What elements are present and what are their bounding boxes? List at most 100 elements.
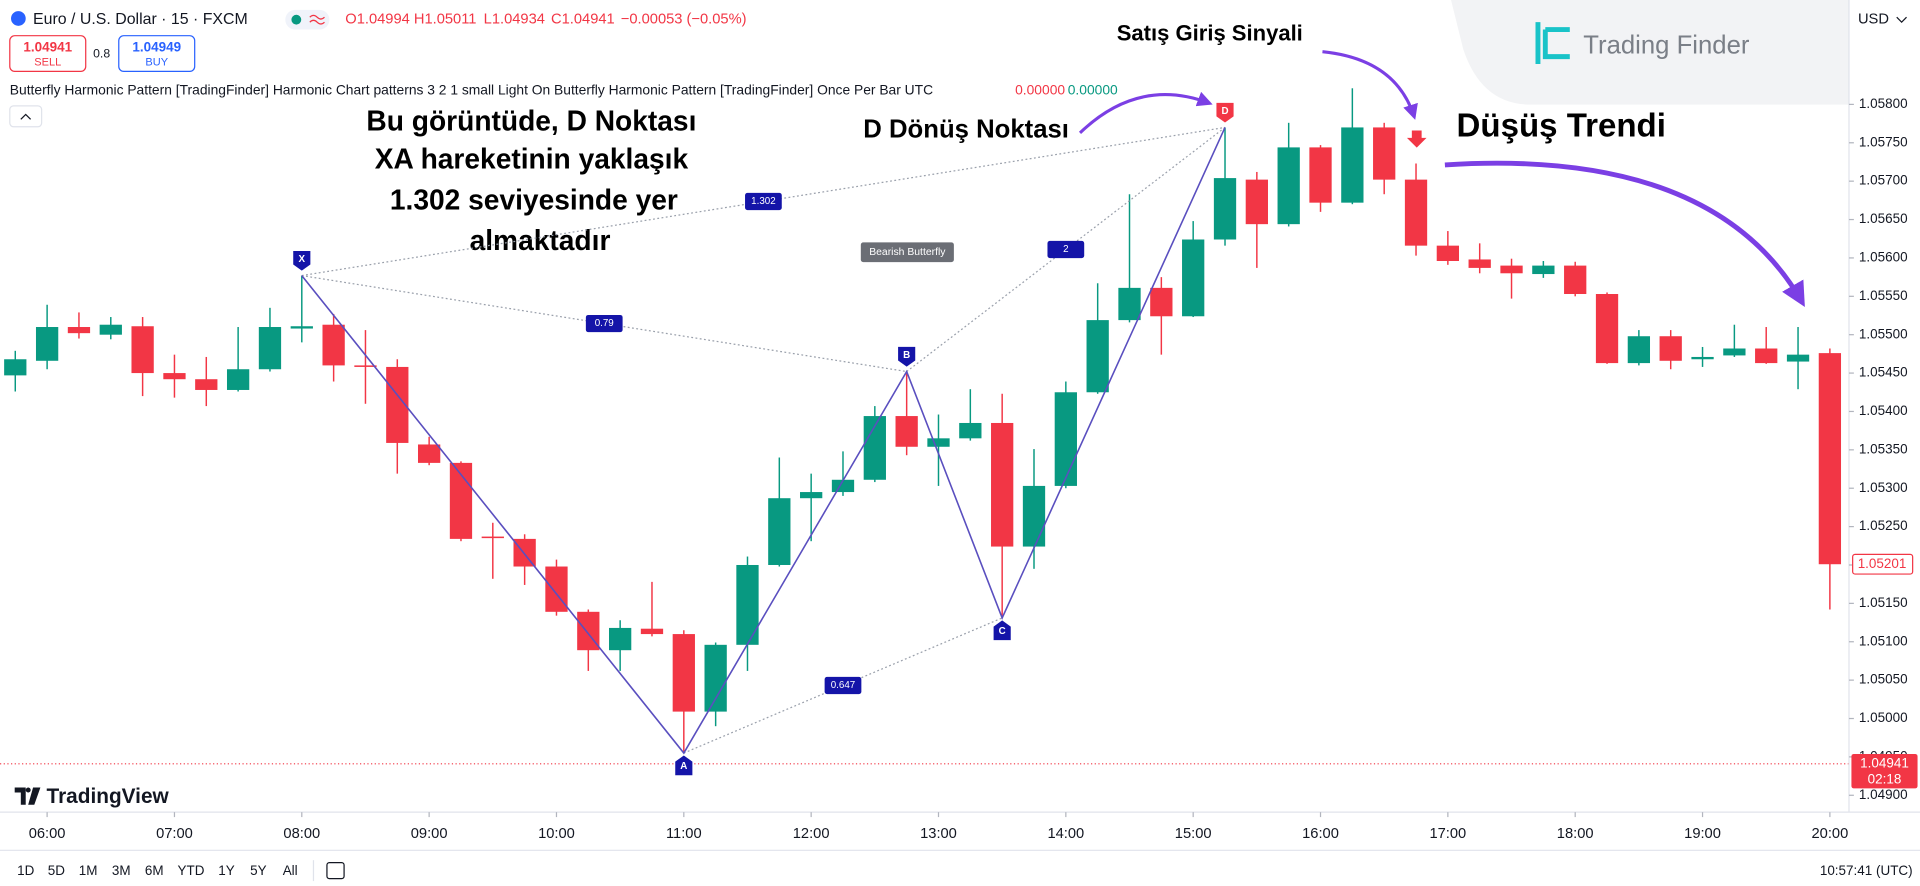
ohlc-change: −0.00053 (−0.05%) [621, 12, 747, 28]
candle-body [800, 492, 823, 499]
range-button[interactable]: YTD [178, 863, 205, 878]
arrow [1078, 91, 1213, 135]
currency[interactable]: USD [1858, 12, 1889, 28]
candle-body [1309, 147, 1332, 203]
collapse-icon [20, 113, 32, 120]
candle-body [991, 422, 1014, 547]
candle-body [195, 379, 218, 390]
candle-body [1532, 265, 1555, 275]
candle-body [1373, 127, 1396, 180]
pattern-line [301, 127, 1226, 755]
range-button[interactable]: 1D [17, 863, 34, 878]
y-tick-label: 1.05500 [1859, 326, 1908, 341]
x-tick-label: 19:00 [1684, 826, 1721, 842]
candle-body [1564, 265, 1587, 295]
candle-body [1213, 178, 1237, 240]
candle-body [1595, 294, 1619, 364]
candle-body [545, 566, 568, 612]
candle-body [1086, 320, 1109, 393]
ratio-box [585, 314, 623, 333]
pattern-point [293, 250, 311, 271]
candle-body [386, 366, 409, 443]
range-button[interactable]: 3M [112, 863, 131, 878]
spread: 0.8 [93, 46, 110, 60]
x-tick-label: 09:00 [411, 826, 448, 842]
ratio-box [745, 192, 782, 211]
candle-body [895, 416, 918, 447]
buy-label: BUY [145, 57, 168, 69]
candle-body [481, 536, 504, 539]
candle-body [290, 326, 313, 329]
y-tick-label: 1.05750 [1859, 134, 1908, 149]
range-button[interactable]: 5Y [250, 863, 266, 878]
candle-body [1022, 485, 1046, 547]
x-tick-label: 14:00 [1047, 826, 1084, 842]
y-tick-label: 1.05350 [1859, 441, 1908, 456]
x-tick-label: 13:00 [920, 826, 957, 842]
candle-body [704, 644, 727, 712]
candle-body [1786, 354, 1810, 362]
candle-body [1245, 179, 1268, 225]
candle-body [1182, 239, 1205, 317]
calendar-icon[interactable] [326, 862, 345, 880]
sell-price: 1.04941 [23, 40, 72, 55]
annotation: Düşüş Trendi [1457, 108, 1666, 145]
arrow [1322, 50, 1418, 120]
candle-body [1054, 392, 1077, 486]
ratio-label: 0.79 [595, 318, 614, 329]
candle-body [417, 444, 441, 463]
ohlc-close: C1.04941 [551, 12, 615, 28]
y-tick-label: 1.05150 [1859, 595, 1908, 610]
pattern-point-label: C [999, 626, 1006, 637]
pattern-point [1216, 102, 1234, 123]
range-button[interactable]: 6M [145, 863, 164, 878]
candle-body [1627, 336, 1651, 364]
pattern-point [898, 346, 916, 367]
indicator-title[interactable]: Butterfly Harmonic Pattern [TradingFinde… [10, 82, 933, 98]
sell-button[interactable] [9, 35, 87, 72]
price-marker-label: 1.05201 [1858, 556, 1907, 571]
range-button[interactable]: 1M [79, 863, 98, 878]
pattern-point-label: X [299, 254, 306, 265]
candle-body [1659, 336, 1682, 361]
range-button[interactable]: 5D [48, 863, 65, 878]
candle-body [67, 327, 91, 334]
buy-button[interactable] [118, 35, 196, 72]
logo-panel [1451, 0, 1849, 105]
candle-body [1404, 179, 1428, 246]
candle-body [1818, 353, 1842, 565]
candle-body [1436, 245, 1460, 261]
candle-body [1277, 147, 1300, 225]
candle-body [672, 634, 695, 712]
x-tick-label: 18:00 [1557, 826, 1594, 842]
last-price-box [1851, 753, 1918, 789]
candle-body [927, 438, 950, 447]
annotation: Bu görüntüde, D Noktası [366, 104, 696, 136]
annotation: Satış Giriş Sinyali [1117, 20, 1303, 45]
symbol[interactable]: Euro / U.S. Dollar · 15 · FXCM [33, 11, 248, 28]
price-marker-box [1852, 553, 1914, 575]
ratio-box [1047, 240, 1085, 259]
candle-body [863, 416, 886, 480]
x-tick-label: 12:00 [793, 826, 830, 842]
candle-body [226, 369, 250, 390]
ratio-label: 1.302 [751, 196, 776, 207]
y-tick-label: 1.05050 [1859, 672, 1908, 687]
pattern-point [993, 620, 1011, 641]
candle-body [163, 373, 186, 380]
range-button[interactable]: All [283, 863, 298, 878]
candle-body [609, 627, 632, 651]
buy-price: 1.04949 [132, 40, 181, 55]
clock: 10:57:41 (UTC) [1820, 863, 1913, 878]
countdown: 02:18 [1868, 771, 1902, 786]
status-icon [309, 14, 325, 25]
logo-icon [1535, 22, 1570, 64]
candle-body [99, 324, 122, 335]
collapse-button[interactable] [9, 105, 43, 128]
indicator-value: 0.00000 [1068, 82, 1118, 98]
candle-body [513, 538, 536, 567]
candle-body [4, 359, 27, 376]
range-button[interactable]: 1Y [218, 863, 234, 878]
